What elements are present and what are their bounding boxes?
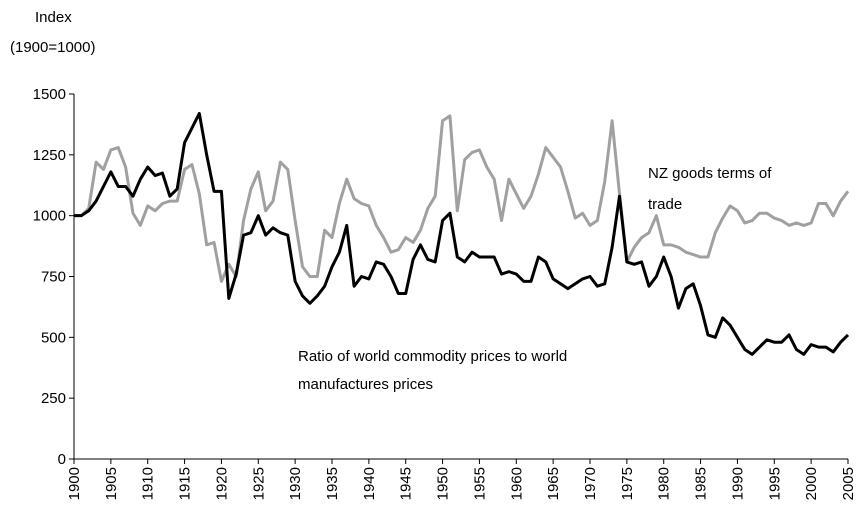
x-tick-label: 1930 — [287, 467, 304, 500]
x-tick-label: 1915 — [177, 467, 194, 500]
annotation: Ratio of world commodity prices to world — [298, 348, 567, 365]
series-line — [74, 111, 850, 356]
annotation: NZ goods terms of — [648, 165, 772, 182]
y-axis-label: Index — [35, 9, 72, 26]
series-line — [74, 114, 850, 283]
x-tick-label: 1940 — [361, 467, 378, 500]
y-tick-label: 1500 — [33, 86, 66, 103]
y-tick-label: 1000 — [33, 208, 66, 225]
annotation: manufactures prices — [298, 376, 433, 393]
x-tick-label: 1970 — [582, 467, 599, 500]
y-tick-label: 750 — [41, 269, 66, 286]
x-tick-label: 1950 — [435, 467, 452, 500]
y-tick-label: 250 — [41, 390, 66, 407]
x-tick-label: 1945 — [398, 467, 415, 500]
x-tick-label: 1910 — [140, 467, 157, 500]
y-tick-label: 1250 — [33, 147, 66, 164]
x-tick-label: 1905 — [103, 467, 120, 500]
x-tick-label: 1985 — [693, 467, 710, 500]
x-tick-label: 2005 — [840, 467, 857, 500]
y-axis-label: (1900=1000) — [10, 39, 96, 56]
x-tick-label: 1965 — [545, 467, 562, 500]
x-tick-label: 1900 — [66, 467, 83, 500]
x-tick-label: 1960 — [508, 467, 525, 500]
x-tick-label: 1995 — [766, 467, 783, 500]
y-tick-label: 500 — [41, 329, 66, 346]
x-tick-label: 1980 — [656, 467, 673, 500]
x-tick-label: 1990 — [729, 467, 746, 500]
x-tick-label: 1925 — [250, 467, 267, 500]
x-tick-label: 1920 — [213, 467, 230, 500]
x-tick-label: 2000 — [803, 467, 820, 500]
annotation: trade — [648, 196, 682, 213]
y-tick-label: 0 — [58, 451, 66, 468]
x-tick-label: 1955 — [471, 467, 488, 500]
x-tick-label: 1975 — [619, 467, 636, 500]
x-tick-label: 1935 — [324, 467, 341, 500]
